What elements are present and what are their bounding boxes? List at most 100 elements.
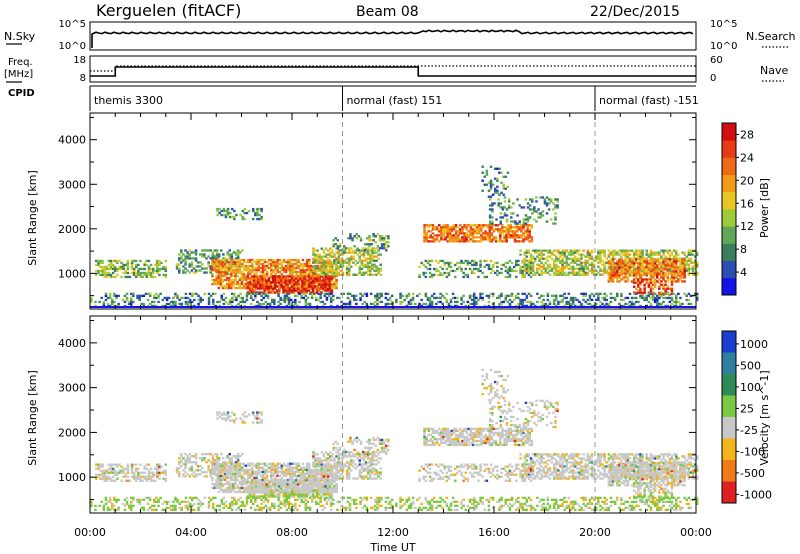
power-cell xyxy=(531,263,535,266)
power-cell xyxy=(162,273,165,277)
power-cell xyxy=(217,266,220,270)
velocity-cell xyxy=(156,473,159,476)
power-cell xyxy=(565,259,568,262)
velocity-cell xyxy=(215,474,218,477)
power-cell xyxy=(387,245,390,248)
power-cell xyxy=(590,271,594,274)
power-cell xyxy=(158,267,161,271)
power-cell xyxy=(289,298,293,302)
power-cell xyxy=(651,272,655,275)
power-cell xyxy=(649,267,653,270)
power-cell xyxy=(366,273,370,276)
power-cell xyxy=(149,267,153,271)
power-cell xyxy=(459,232,462,235)
power-cell xyxy=(282,291,285,294)
power-cell xyxy=(276,260,279,264)
power-cell xyxy=(294,277,298,280)
power-cell xyxy=(265,282,269,286)
power-cell xyxy=(357,249,361,252)
power-cell xyxy=(449,269,453,273)
power-cell xyxy=(236,268,239,272)
power-colorbar-tick-label: 16 xyxy=(740,197,754,210)
power-cell xyxy=(613,269,617,272)
power-cell xyxy=(540,257,543,260)
velocity-cell xyxy=(126,465,130,468)
power-cell xyxy=(531,273,535,276)
power-cell xyxy=(584,271,587,274)
power-cell xyxy=(515,259,518,263)
power-cell xyxy=(335,286,338,290)
power-cell xyxy=(345,251,349,254)
velocity-cell xyxy=(118,469,121,472)
power-cell xyxy=(261,279,264,282)
velocity-cell xyxy=(219,464,223,467)
power-colorbar-swatch xyxy=(722,123,736,141)
power-cell xyxy=(519,271,522,274)
power-cell xyxy=(465,234,468,237)
power-cell xyxy=(337,257,340,260)
power-cell xyxy=(261,262,265,266)
power-cell xyxy=(305,279,308,282)
power-cell xyxy=(601,249,604,252)
power-cell xyxy=(639,258,642,261)
power-cell xyxy=(569,251,573,254)
velocity-cell xyxy=(203,459,206,462)
power-cell xyxy=(565,257,568,260)
velocity-cell xyxy=(95,477,98,480)
power-cell xyxy=(586,251,590,254)
velocity-cell xyxy=(261,470,265,473)
power-cell xyxy=(301,272,305,276)
power-cell xyxy=(620,268,623,271)
power-cell xyxy=(507,206,511,209)
power-cell xyxy=(373,265,376,268)
velocity-cell xyxy=(99,469,102,472)
velocity-cell xyxy=(97,475,100,478)
power-cell xyxy=(428,302,432,306)
power-cell xyxy=(685,298,688,302)
velocity-cell xyxy=(188,457,191,460)
power-cell xyxy=(541,196,545,199)
power-cell xyxy=(683,276,686,279)
power-ylabel: Slant Range [km] xyxy=(26,170,39,266)
power-cell xyxy=(427,224,430,227)
power-cell xyxy=(489,271,493,275)
power-cell xyxy=(470,298,474,302)
power-cell xyxy=(253,260,256,264)
power-cell xyxy=(466,263,470,267)
power-cell xyxy=(670,283,674,286)
velocity-cell xyxy=(190,473,194,476)
power-cell xyxy=(255,285,258,288)
power-cell xyxy=(322,279,325,282)
power-cell xyxy=(353,235,356,238)
power-cell xyxy=(313,279,317,282)
power-cell xyxy=(180,249,183,252)
power-cell xyxy=(234,278,237,282)
power-cell xyxy=(630,302,634,306)
power-cell xyxy=(219,282,223,286)
power-cell xyxy=(527,273,531,277)
power-cell xyxy=(503,214,507,217)
power-cell xyxy=(675,258,678,261)
power-cell xyxy=(624,262,627,265)
power-cell xyxy=(454,296,457,300)
power-cell xyxy=(223,264,227,268)
velocity-cell xyxy=(180,465,183,468)
power-cell xyxy=(201,298,204,302)
power-cell xyxy=(637,278,640,281)
power-cell xyxy=(473,228,477,231)
power-cell xyxy=(194,253,198,256)
power-cell xyxy=(232,280,235,284)
velocity-cell xyxy=(244,480,248,484)
velocity-cell xyxy=(219,480,223,484)
power-cell xyxy=(255,260,258,264)
power-cell xyxy=(666,249,669,252)
power-cell xyxy=(222,257,225,260)
power-cell xyxy=(656,302,659,306)
power-cell xyxy=(242,284,246,288)
power-cell xyxy=(244,268,248,272)
power-cell xyxy=(257,283,260,286)
power-cell xyxy=(559,294,562,297)
power-cell xyxy=(675,272,678,275)
power-cell xyxy=(443,296,446,300)
power-cell xyxy=(552,249,556,252)
